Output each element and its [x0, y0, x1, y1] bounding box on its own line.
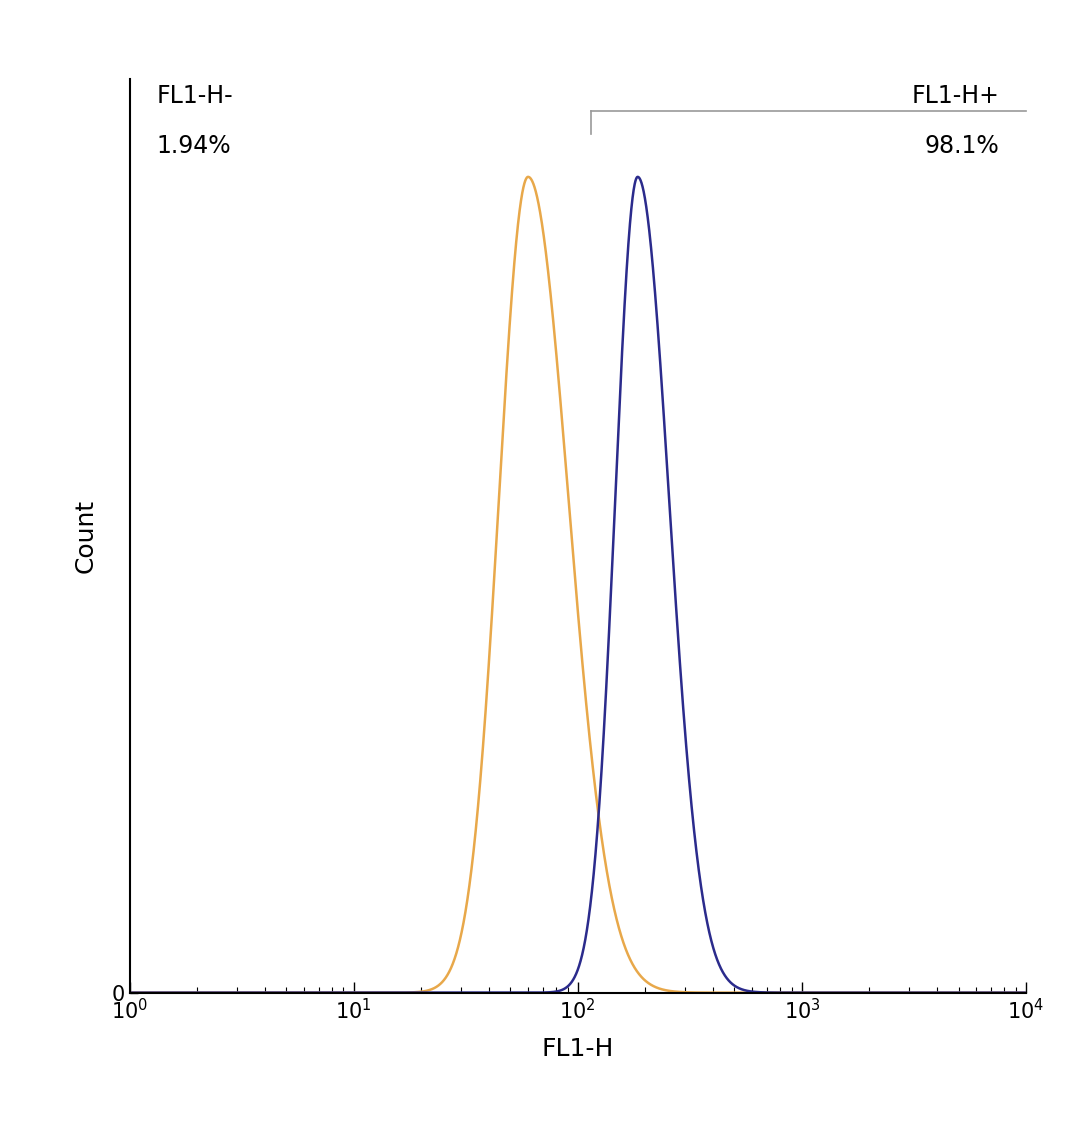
Text: 1.94%: 1.94%	[157, 134, 231, 158]
Y-axis label: Count: Count	[73, 499, 97, 573]
Text: FL1-H+: FL1-H+	[912, 83, 999, 107]
Text: FL1-H-: FL1-H-	[157, 83, 233, 107]
Text: 98.1%: 98.1%	[924, 134, 999, 158]
X-axis label: FL1-H: FL1-H	[541, 1037, 615, 1060]
